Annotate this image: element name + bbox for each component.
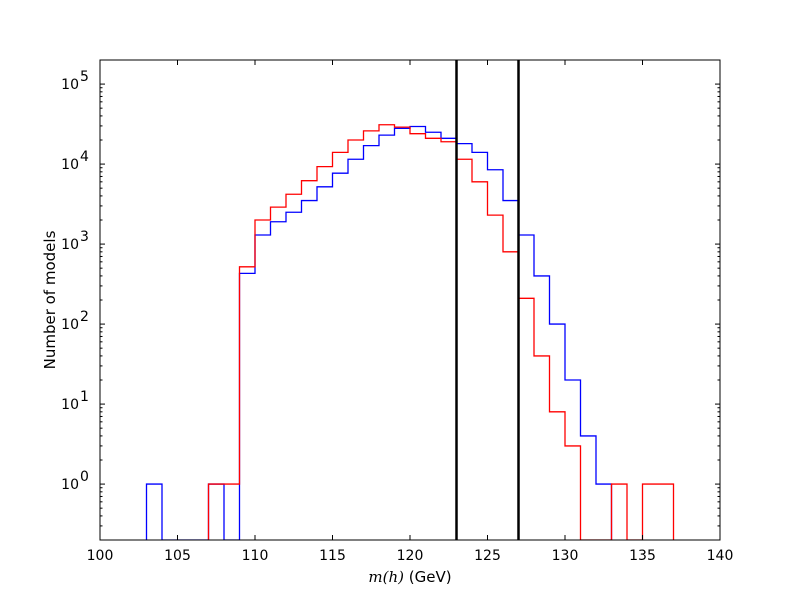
y-tick-label: 10 [61,397,79,413]
y-axis-label: Number of models [41,230,59,369]
y-tick-label: 10 [61,317,79,333]
y-tick-exponent: 0 [80,469,89,485]
y-tick-exponent: 3 [80,229,89,245]
x-tick-label: 130 [552,548,579,564]
histogram-series-1 [145,125,613,540]
y-tick-label: 10 [61,77,79,93]
y-tick-exponent: 2 [80,309,89,325]
x-tick-label: 135 [629,548,656,564]
x-axis: 100 105 110 115 120 125 130 135 140 [87,60,734,564]
x-tick-label: 125 [474,548,501,564]
y-tick-label: 10 [61,477,79,493]
x-tick-label: 100 [87,548,114,564]
y-tick-exponent: 1 [80,389,89,405]
x-axis-label: m(h) (GeV) [368,568,451,586]
x-tick-label: 105 [164,548,191,564]
x-tick-label: 115 [319,548,346,564]
x-tick-label: 120 [397,548,424,564]
y-tick-exponent: 4 [80,149,89,165]
y-tick-exponent: 5 [80,69,89,85]
x-tick-label: 110 [242,548,269,564]
x-tick-label: 140 [707,548,734,564]
y-tick-label: 10 [61,157,79,173]
histogram-series-2 [207,124,675,540]
y-tick-label: 10 [61,237,79,253]
